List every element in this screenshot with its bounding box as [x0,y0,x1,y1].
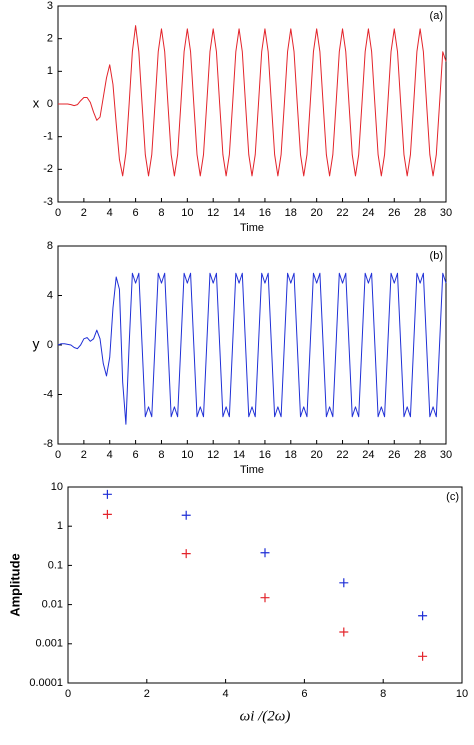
x-tick-label: 12 [207,207,219,219]
x-tick-label: 20 [311,207,323,219]
plot-frame [67,486,463,684]
x-tick-label: 16 [259,449,271,461]
panel-label: (b) [430,250,443,262]
y-tick-label: 0 [47,98,53,110]
plus-marker [260,593,270,603]
y-tick-label: 0.001 [35,638,63,650]
x-tick-label: 10 [456,688,468,700]
y-tick-label: 4 [47,289,53,301]
plus-marker [181,510,191,520]
x-tick-label: 0 [55,207,61,219]
y-tick-label: 10 [51,481,63,493]
x-tick-label: 4 [107,449,113,461]
x-tick-label: 16 [259,207,271,219]
plus-marker [418,611,428,621]
x-tick-label: 18 [285,449,297,461]
y-tick-label: 0 [47,339,53,351]
x-tick-label: 28 [414,449,426,461]
x-tick-label: 2 [81,207,87,219]
y-tick-label: 0.0001 [29,677,63,689]
x-tick-label: 22 [336,449,348,461]
y-tick-label: 2 [47,33,53,45]
x-tick-label: 8 [158,449,164,461]
x-tick-label: 0 [55,449,61,461]
plus-marker [102,489,112,499]
x-tick-label: 2 [144,688,150,700]
plus-marker [181,549,191,559]
y-tick-label: -2 [43,163,53,175]
panel-label: (c) [446,491,459,503]
plus-marker [339,578,349,588]
x-tick-label: 10 [181,449,193,461]
x-tick-label: 6 [133,207,139,219]
x-tick-label: 14 [233,449,245,461]
x-axis-label: Time [240,464,264,476]
plus-marker [418,651,428,661]
plus-marker [260,548,270,558]
x-tick-label: 24 [362,449,374,461]
x-tick-label: 12 [207,449,219,461]
x-tick-label: 28 [414,207,426,219]
x-tick-label: 24 [362,207,374,219]
plus-marker [339,627,349,637]
x-tick-label: 30 [440,449,452,461]
x-tick-label: 10 [181,207,193,219]
y-tick-label: -8 [43,438,53,450]
x-tick-label: 22 [336,207,348,219]
x-tick-label: 26 [388,207,400,219]
x-tick-label: 20 [311,449,323,461]
y-tick-label: 0.01 [42,599,63,611]
x-tick-label: 4 [223,688,229,700]
x-tick-label: 4 [107,207,113,219]
data-line [57,272,447,425]
x-tick-label: 6 [301,688,307,700]
x-tick-label: 30 [440,207,452,219]
x-tick-label: 2 [81,449,87,461]
y-tick-label: 3 [47,0,53,12]
x-axis-label: Time [240,222,264,234]
y-tick-label: -1 [43,131,53,143]
panel-label: (a) [430,10,443,22]
x-tick-label: 26 [388,449,400,461]
y-tick-label: 0.1 [48,559,63,571]
x-tick-label: 8 [380,688,386,700]
y-tick-label: 8 [47,240,53,252]
x-tick-label: 6 [133,449,139,461]
x-tick-label: 8 [158,207,164,219]
data-line [58,25,447,177]
x-tick-label: 0 [65,688,71,700]
y-axis-label: Amplitude [7,553,22,617]
x-tick-label: 14 [233,207,245,219]
x-tick-label: 18 [285,207,297,219]
y-axis-label: x [33,95,40,110]
x-axis-label: ωi /(2ω) [240,708,291,724]
y-tick-label: 1 [47,65,53,77]
y-tick-label: 1 [57,520,63,532]
y-axis-label: y [33,336,40,352]
y-tick-label: -4 [43,388,53,400]
y-tick-label: -3 [43,196,53,208]
plus-marker [102,509,112,519]
